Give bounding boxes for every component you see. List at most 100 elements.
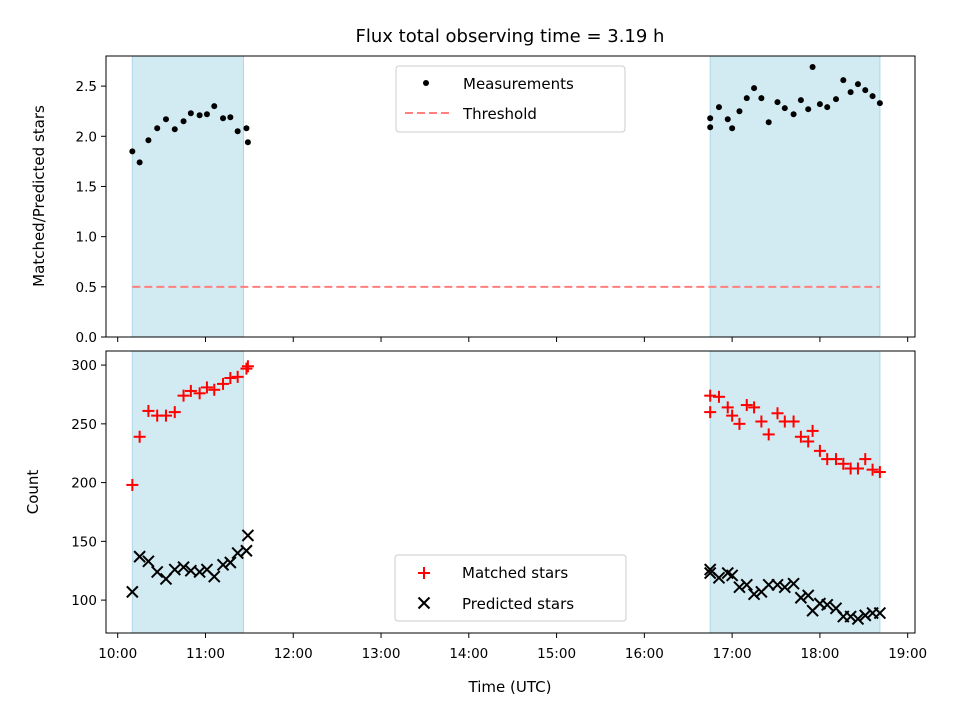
measurement-point: [809, 64, 816, 71]
measurement-point: [797, 97, 804, 104]
bottom-y-tick-label: 200: [71, 476, 97, 492]
x-tick-label: 18:00: [800, 646, 839, 662]
predicted-star-point: [193, 565, 206, 579]
x-b: [142, 555, 155, 568]
x-b: [747, 588, 761, 601]
x-tick-label: 14:00: [449, 646, 488, 662]
x-b: [721, 566, 734, 580]
predicted-star-point: [801, 589, 815, 602]
bottom-axes-frame: [105, 350, 916, 634]
matched-star-point: [184, 384, 197, 397]
bottom-y-axis-label: Count: [24, 470, 42, 515]
x-b: [778, 580, 792, 594]
x-b: [133, 550, 146, 563]
matched-star-point: [748, 401, 761, 414]
predicted-star-point: [231, 546, 244, 560]
x-b: [193, 565, 206, 579]
measurement-point: [790, 111, 797, 118]
x-b: [851, 612, 865, 626]
predicted-star-point: [240, 544, 253, 557]
shaded-interval: [131, 55, 245, 338]
legend-label-threshold: Threshold: [462, 105, 537, 123]
matched-star-point: [193, 387, 206, 400]
legend-marker-measurements: [423, 80, 429, 86]
measurement-point: [854, 81, 861, 88]
measurement-point: [743, 95, 750, 102]
predicted-star-point: [771, 578, 784, 592]
x-tick-label: 19:00: [888, 646, 927, 662]
predicted-star-point: [873, 606, 887, 620]
matched-star-point: [231, 370, 244, 383]
matched-star-point: [712, 390, 725, 403]
matched-star-point: [873, 466, 886, 479]
measurement-point: [244, 139, 251, 146]
legend-label-matched: Matched stars: [462, 564, 568, 582]
measurement-point: [180, 118, 187, 125]
measurement-point: [758, 95, 765, 102]
matched-star-point: [837, 457, 850, 470]
predicted-star-point: [844, 610, 857, 623]
matched-star-point: [704, 389, 717, 402]
measurement-point: [129, 148, 136, 155]
matched-star-point: [126, 478, 139, 491]
x-b: [168, 563, 181, 576]
measurement-point: [145, 137, 152, 144]
measurement-point: [227, 114, 234, 121]
x-b: [703, 563, 717, 576]
x-b: [821, 598, 834, 612]
predicted-star-point: [787, 577, 800, 590]
measurement-point: [805, 106, 812, 113]
matched-star-point: [762, 428, 775, 441]
matched-star-point: [794, 430, 807, 443]
measurement-point: [729, 125, 736, 132]
legend-label-measurements: Measurements: [463, 75, 574, 93]
matched-star-point: [830, 453, 843, 466]
measurement-point: [707, 124, 714, 131]
matched-star-point: [813, 444, 826, 457]
predicted-star-point: [150, 565, 164, 579]
legend-box: [394, 554, 627, 622]
measurement-point: [862, 87, 869, 94]
matched-star-point: [806, 424, 819, 437]
x-b: [794, 591, 808, 604]
top-y-tick-label: 2.0: [76, 129, 97, 145]
x-tick-label: 16:00: [625, 646, 664, 662]
bottom-y-tick-label: 300: [71, 358, 97, 374]
bottom-legend: Matched stars Predicted stars: [394, 554, 627, 622]
predicted-star-point: [712, 571, 726, 584]
matched-star-point: [224, 372, 237, 385]
measurement-point: [715, 104, 722, 111]
predicted-star-point: [851, 612, 865, 626]
matched-star-point: [217, 377, 230, 390]
measurement-point: [707, 115, 714, 122]
predicted-star-point: [740, 578, 753, 592]
x-b: [801, 589, 815, 602]
measurement-point: [136, 159, 143, 166]
measurement-point: [869, 93, 876, 100]
x-axis-label: Time (UTC): [468, 678, 552, 696]
x-b: [733, 580, 746, 594]
measurement-point: [154, 125, 161, 132]
predicted-star-point: [177, 560, 190, 574]
top-y-tick-label: 2.5: [76, 79, 97, 95]
matched-star-point: [787, 415, 800, 428]
x-b: [859, 609, 872, 622]
matched-star-point: [851, 462, 864, 475]
x-b: [177, 560, 190, 574]
x-tick-label: 17:00: [713, 646, 752, 662]
predicted-star-point: [208, 570, 221, 583]
x-b: [703, 566, 717, 580]
measurement-point: [833, 96, 840, 103]
shaded-interval: [131, 350, 245, 634]
x-b: [725, 569, 739, 582]
x-tick-label: 12:00: [274, 646, 313, 662]
matched-star-point: [168, 406, 181, 419]
legend-label-predicted: Predicted stars: [462, 595, 574, 613]
bottom-y-tick-label: 100: [71, 593, 97, 609]
measurement-point: [751, 85, 758, 92]
x-b: [873, 606, 887, 620]
predicted-star-point: [216, 558, 230, 572]
matched-star-point: [866, 463, 879, 476]
matched-star-point: [142, 404, 155, 417]
x-b: [224, 556, 237, 569]
